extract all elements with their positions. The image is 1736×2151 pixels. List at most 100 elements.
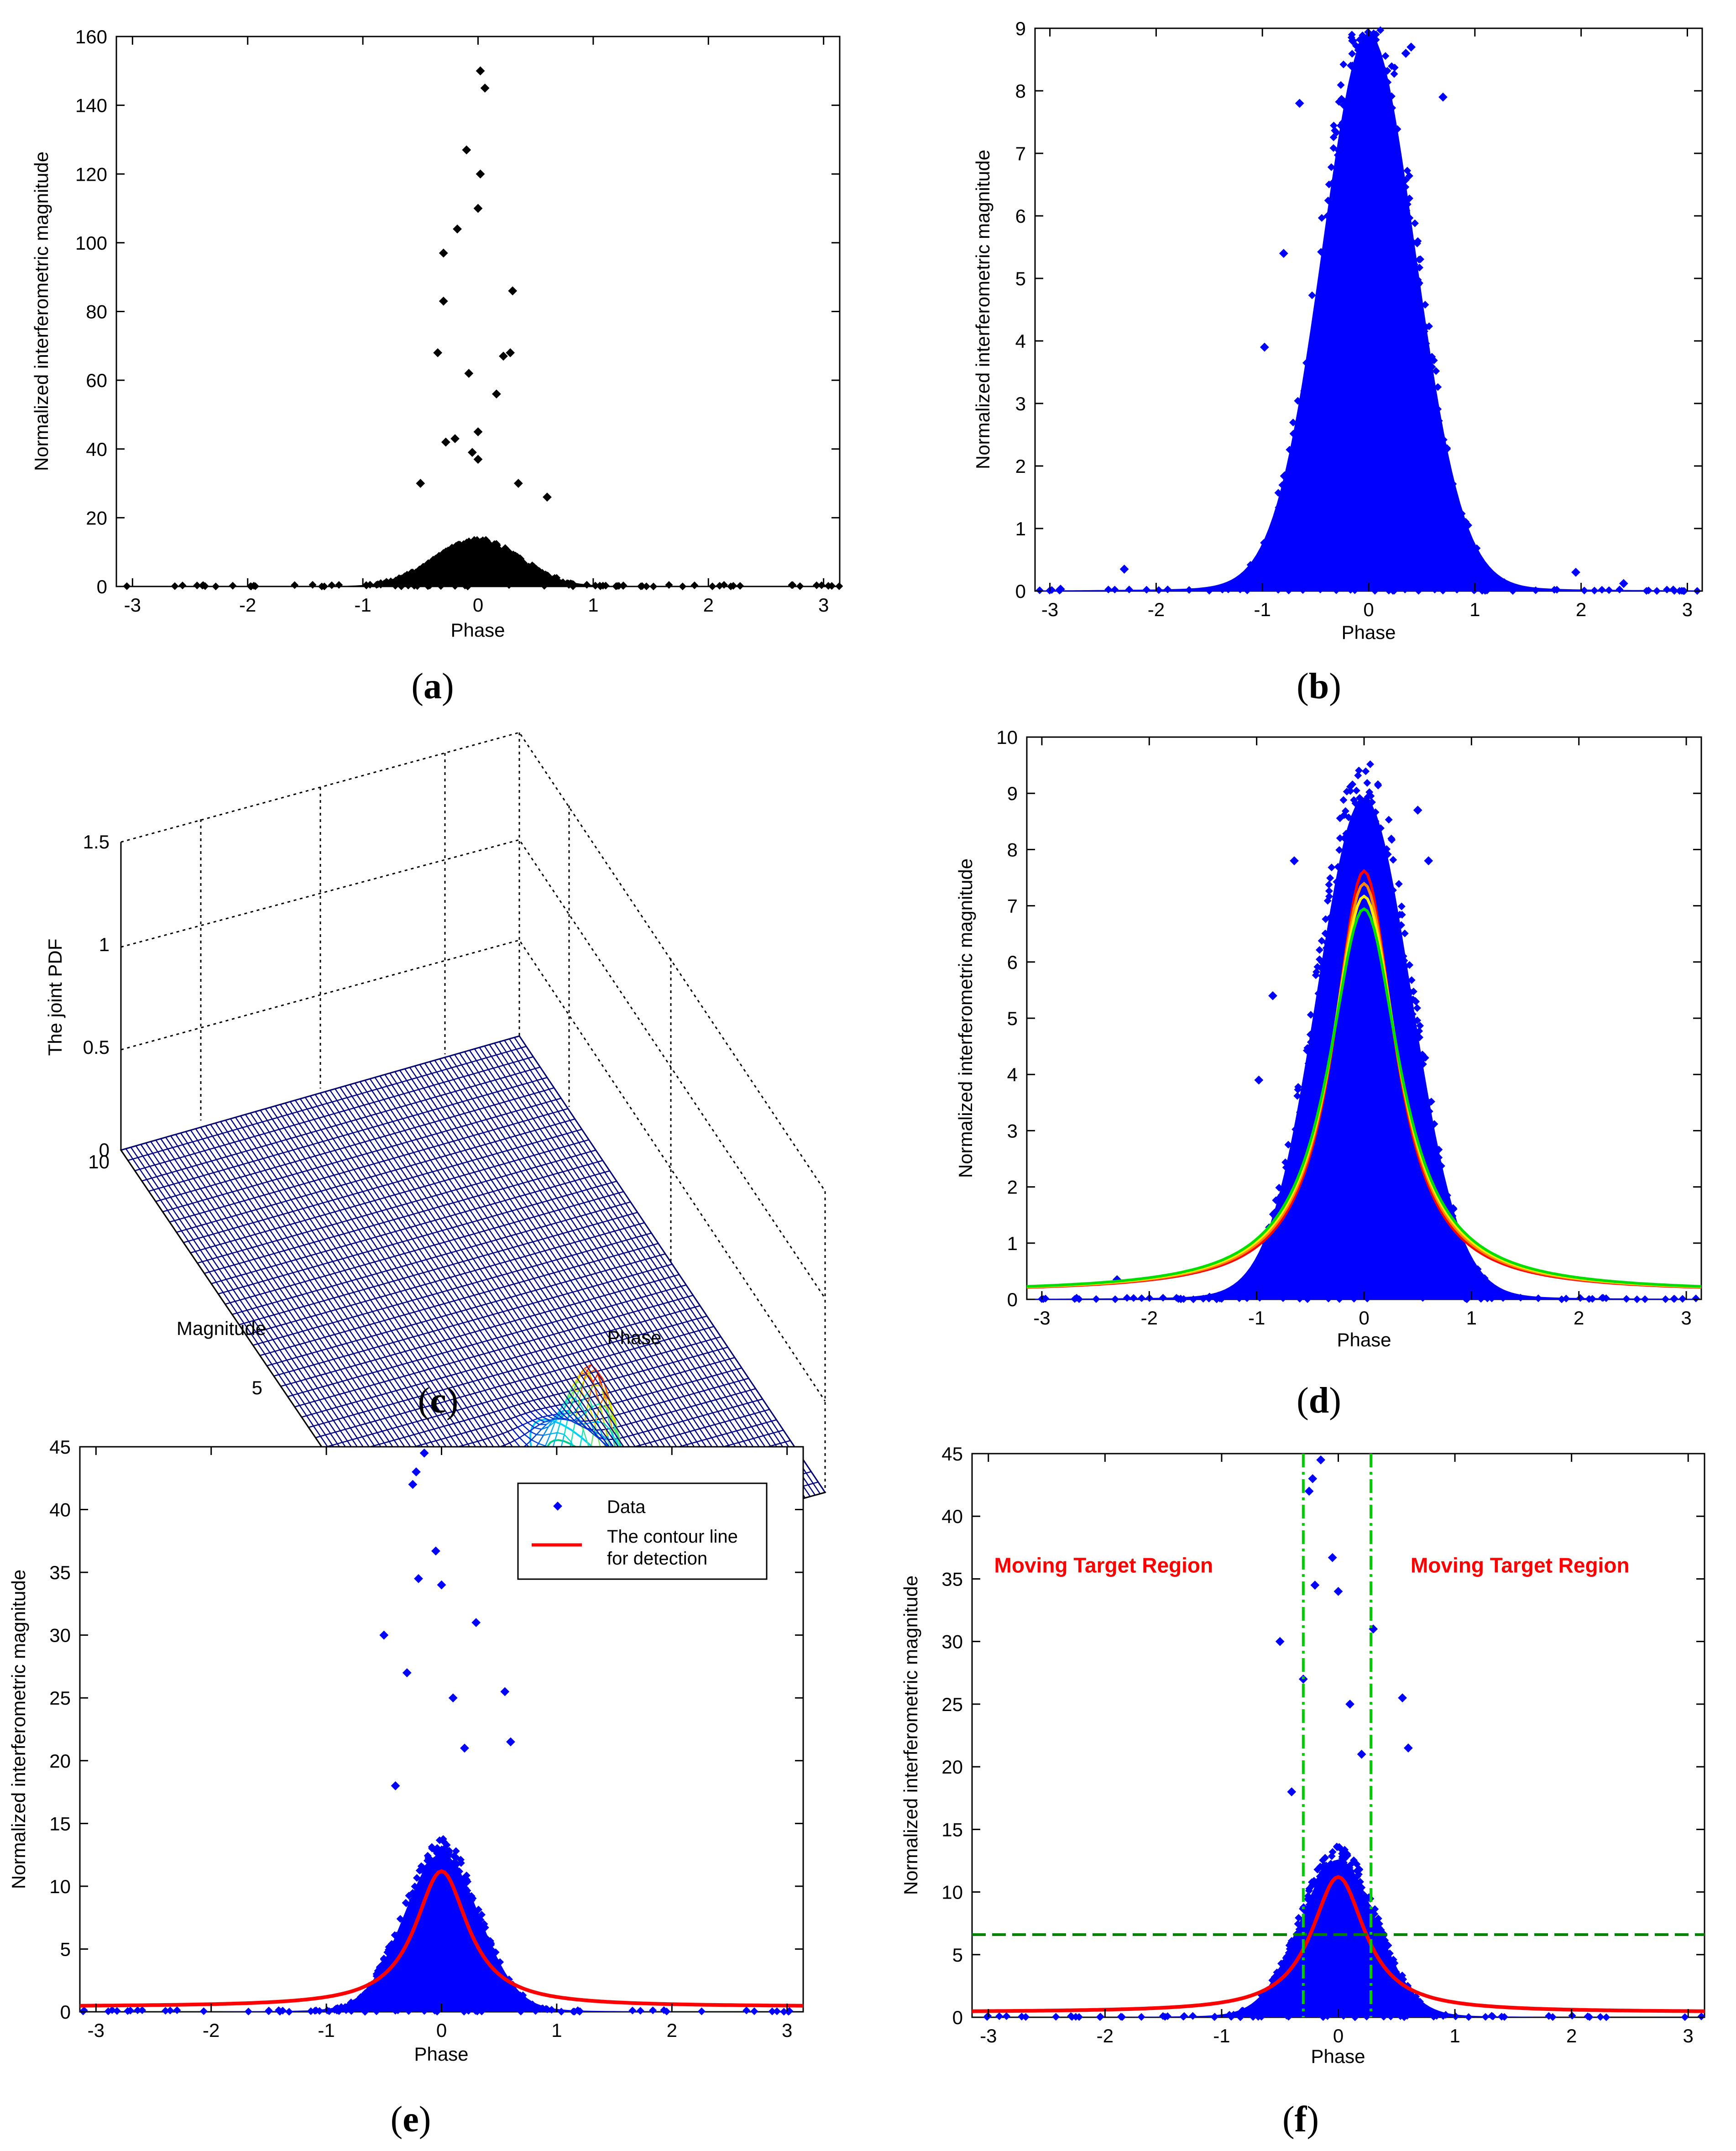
data-point: [397, 582, 405, 591]
data-point: [489, 555, 497, 563]
y-tick-label: 40: [86, 439, 107, 460]
y-tick-label: 80: [86, 301, 107, 323]
caption-a: (a): [411, 666, 454, 707]
data-point: [497, 560, 506, 569]
data-point: [1361, 133, 1369, 141]
data-point: [665, 581, 673, 589]
data-point: [1532, 586, 1540, 594]
data-point: [408, 569, 416, 577]
data-point: [526, 565, 534, 573]
caption-b: (b): [1297, 666, 1341, 707]
y-tick-label: 0: [97, 576, 107, 597]
data-point: [736, 582, 744, 590]
data-point: [1329, 144, 1338, 152]
outlier-point: [473, 204, 483, 213]
data-point: [1417, 362, 1425, 371]
y-tick-label: 9: [1015, 18, 1026, 39]
data-point: [328, 581, 336, 589]
x-tick-label: 1: [1469, 599, 1480, 620]
data-point: [452, 545, 460, 554]
y-tick-label: 120: [75, 163, 107, 185]
outlier-point: [513, 479, 523, 488]
data-point: [619, 581, 627, 590]
data-point: [439, 561, 448, 569]
outlier-point: [433, 348, 443, 357]
data-point: [448, 561, 456, 569]
y-tick-label: 140: [75, 95, 107, 116]
data-point: [1428, 363, 1436, 371]
data-point: [473, 536, 481, 544]
data-point: [1354, 197, 1362, 205]
y-tick-label: 7: [1015, 143, 1026, 164]
data-point: [1417, 342, 1425, 350]
data-point: [583, 581, 591, 589]
x-tick-label: 3: [818, 594, 829, 616]
data-point: [437, 582, 445, 590]
data-point: [1443, 445, 1451, 453]
data-point: [796, 582, 804, 590]
outlier-point: [416, 479, 425, 488]
x-tick-label: -1: [1254, 599, 1271, 620]
data-point: [497, 549, 505, 557]
y-tick-label: 20: [86, 507, 107, 529]
x-axis-label: Phase: [450, 619, 505, 641]
y-tick-label: 4: [1015, 330, 1026, 352]
x-tick-label: 2: [1576, 599, 1586, 620]
data-point: [729, 582, 737, 590]
data-point: [649, 582, 658, 591]
y-tick-label: 160: [75, 26, 107, 47]
data-point: [366, 581, 374, 589]
y-tick-label: 1: [1015, 518, 1026, 539]
outlier-point: [453, 224, 462, 234]
x-tick-label: -1: [354, 594, 371, 616]
data-point: [1402, 280, 1410, 288]
data-point: [679, 582, 687, 591]
data-point: [1439, 436, 1448, 444]
y-tick-label: 60: [86, 370, 107, 391]
x-tick-label: -2: [239, 594, 256, 616]
outlier-point: [492, 389, 501, 399]
data-point: [690, 581, 699, 589]
data-point: [1408, 339, 1416, 347]
data-point: [1316, 299, 1324, 308]
outlier-point: [476, 169, 485, 179]
y-tick-label: 8: [1015, 80, 1026, 102]
outlier-point: [441, 437, 450, 447]
data-point: [451, 582, 459, 590]
plot-frame: [115, 36, 841, 587]
x-tick-label: 3: [1682, 599, 1693, 620]
data-point: [457, 551, 465, 559]
data-point: [812, 581, 821, 589]
outlier-point: [473, 427, 483, 436]
data-point: [615, 582, 623, 590]
data-point: [1338, 175, 1346, 183]
data-point: [413, 567, 422, 576]
data-point: [436, 554, 444, 562]
data-point: [404, 581, 413, 590]
data-point: [716, 581, 724, 590]
outlier-point: [499, 351, 508, 361]
data-point: [429, 564, 437, 572]
x-tick-label: 1: [588, 594, 598, 616]
y-tick-label: 6: [1015, 205, 1026, 227]
data-point: [391, 581, 399, 590]
x-tick-label: 0: [1363, 599, 1374, 620]
outlier-point: [508, 286, 518, 296]
data-point: [1340, 266, 1348, 274]
data-point: [599, 581, 607, 590]
x-tick-label: 2: [703, 594, 714, 616]
x-tick-label: 0: [473, 594, 483, 616]
data-point: [424, 582, 432, 590]
x-tick-label: -2: [1148, 599, 1165, 620]
data-point: [459, 541, 467, 550]
y-tick-label: 0: [1015, 581, 1026, 602]
data-point: [439, 549, 448, 557]
data-point: [489, 549, 497, 557]
data-point: [461, 581, 469, 590]
x-tick-label: -3: [1041, 599, 1058, 620]
outlier-point: [543, 492, 552, 502]
data-point: [1286, 445, 1294, 454]
